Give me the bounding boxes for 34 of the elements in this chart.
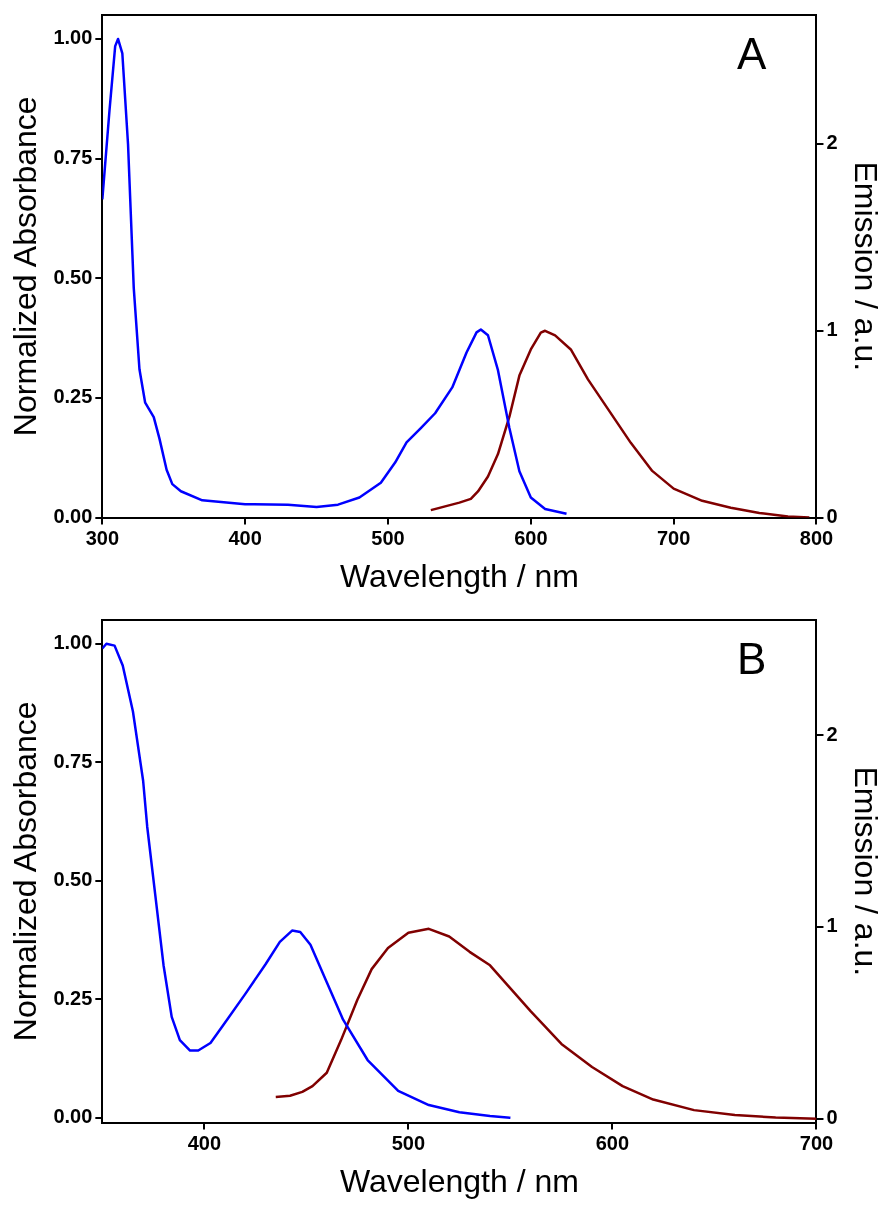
- x-tick-label: 400: [187, 1132, 222, 1155]
- annotation: B: [737, 634, 767, 684]
- x-tick-label: 600: [514, 527, 548, 550]
- y2-tick-label: 2: [826, 722, 838, 745]
- y-axis-title: Normalized Absorbance: [7, 701, 44, 1042]
- y2-axis-title: Emission / a.u.: [847, 161, 884, 372]
- y2-tick-label: 2: [826, 131, 838, 154]
- y-tick-label: 0.25: [53, 385, 93, 408]
- annotation: A: [737, 29, 768, 79]
- y-tick-label: 0.25: [53, 986, 93, 1009]
- x-tick-label: 800: [799, 527, 834, 550]
- x-tick-label: 300: [85, 527, 120, 550]
- y-tick-label: 1.00: [53, 631, 93, 654]
- y2-tick-label: 0: [826, 505, 838, 528]
- y2-tick-label: 1: [826, 318, 838, 341]
- x-axis-title: Wavelength / nm: [339, 1162, 579, 1199]
- y-tick-label: 0.50: [53, 868, 93, 891]
- y-tick-label: 0.75: [53, 749, 93, 772]
- x-tick-label: 700: [799, 1132, 834, 1155]
- x-tick-label: 500: [391, 1132, 426, 1155]
- x-tick-label: 400: [228, 527, 262, 550]
- y2-axis-title: Emission / a.u.: [847, 766, 884, 977]
- y-tick-label: 0.00: [53, 505, 93, 528]
- y-tick-label: 0.75: [53, 146, 93, 169]
- y2-tick-label: 1: [826, 914, 838, 937]
- x-axis-title: Wavelength / nm: [339, 557, 579, 594]
- x-tick-label: 600: [595, 1132, 630, 1155]
- y-tick-label: 0.00: [53, 1105, 93, 1128]
- x-tick-label: 500: [371, 527, 405, 550]
- y-tick-label: 0.50: [53, 265, 93, 288]
- y-axis-title: Normalized Absorbance: [7, 96, 44, 437]
- x-tick-label: 700: [656, 527, 691, 550]
- y-tick-label: 1.00: [53, 26, 93, 49]
- y2-tick-label: 0: [826, 1106, 838, 1129]
